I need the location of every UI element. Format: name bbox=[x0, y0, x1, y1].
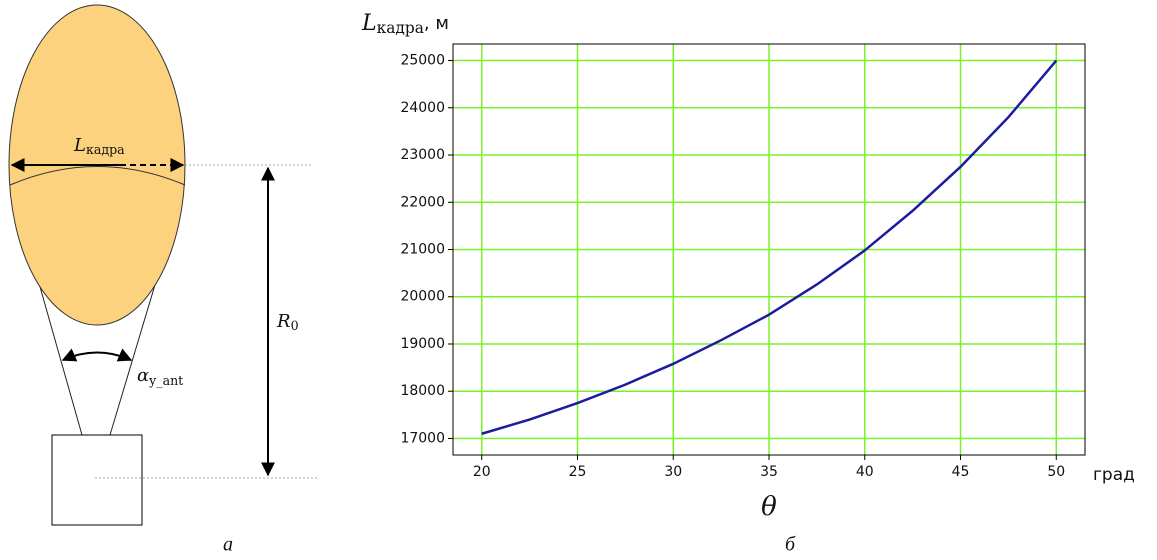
caption: а bbox=[223, 534, 233, 556]
unit: , м bbox=[424, 13, 449, 34]
x-tick-label: 25 bbox=[569, 464, 587, 480]
x-tick-label: 40 bbox=[856, 464, 874, 480]
symbol: α bbox=[137, 365, 149, 386]
y-tick-label: 23000 bbox=[400, 147, 445, 163]
figure: Lкадра αy_ant R0 а б Lкадра, м θ град 17… bbox=[0, 0, 1157, 560]
x-axis-label: θ bbox=[761, 492, 777, 522]
antenna-box bbox=[52, 435, 142, 525]
y-tick-label: 22000 bbox=[400, 194, 445, 210]
symbol: L bbox=[73, 135, 86, 156]
y-axis-label: Lкадра, м bbox=[361, 11, 449, 37]
x-tick-label: 20 bbox=[473, 464, 491, 480]
angle-arc bbox=[63, 353, 131, 361]
subscript: кадра bbox=[377, 19, 424, 37]
y-tick-label: 17000 bbox=[400, 430, 445, 446]
range-label: R0 bbox=[276, 311, 299, 333]
subscript: кадра bbox=[86, 142, 125, 157]
x-tick-label: 50 bbox=[1047, 464, 1065, 480]
y-tick-label: 20000 bbox=[400, 289, 445, 305]
subscript: y_ant bbox=[148, 373, 183, 388]
y-tick-label: 24000 bbox=[400, 100, 445, 116]
caption: б bbox=[785, 534, 796, 556]
y-tick-label: 25000 bbox=[400, 53, 445, 69]
y-tick-label: 21000 bbox=[400, 242, 445, 258]
x-axis-unit: град bbox=[1093, 465, 1135, 485]
x-tick-label: 35 bbox=[760, 464, 778, 480]
y-tick-label: 18000 bbox=[400, 383, 445, 399]
y-tick-label: 19000 bbox=[400, 336, 445, 352]
subscript: 0 bbox=[291, 318, 299, 333]
x-tick-label: 30 bbox=[664, 464, 682, 480]
symbol: L bbox=[361, 11, 377, 36]
x-tick-label: 45 bbox=[952, 464, 970, 480]
angle-label: αy_ant bbox=[137, 365, 183, 388]
symbol: R bbox=[276, 311, 291, 332]
